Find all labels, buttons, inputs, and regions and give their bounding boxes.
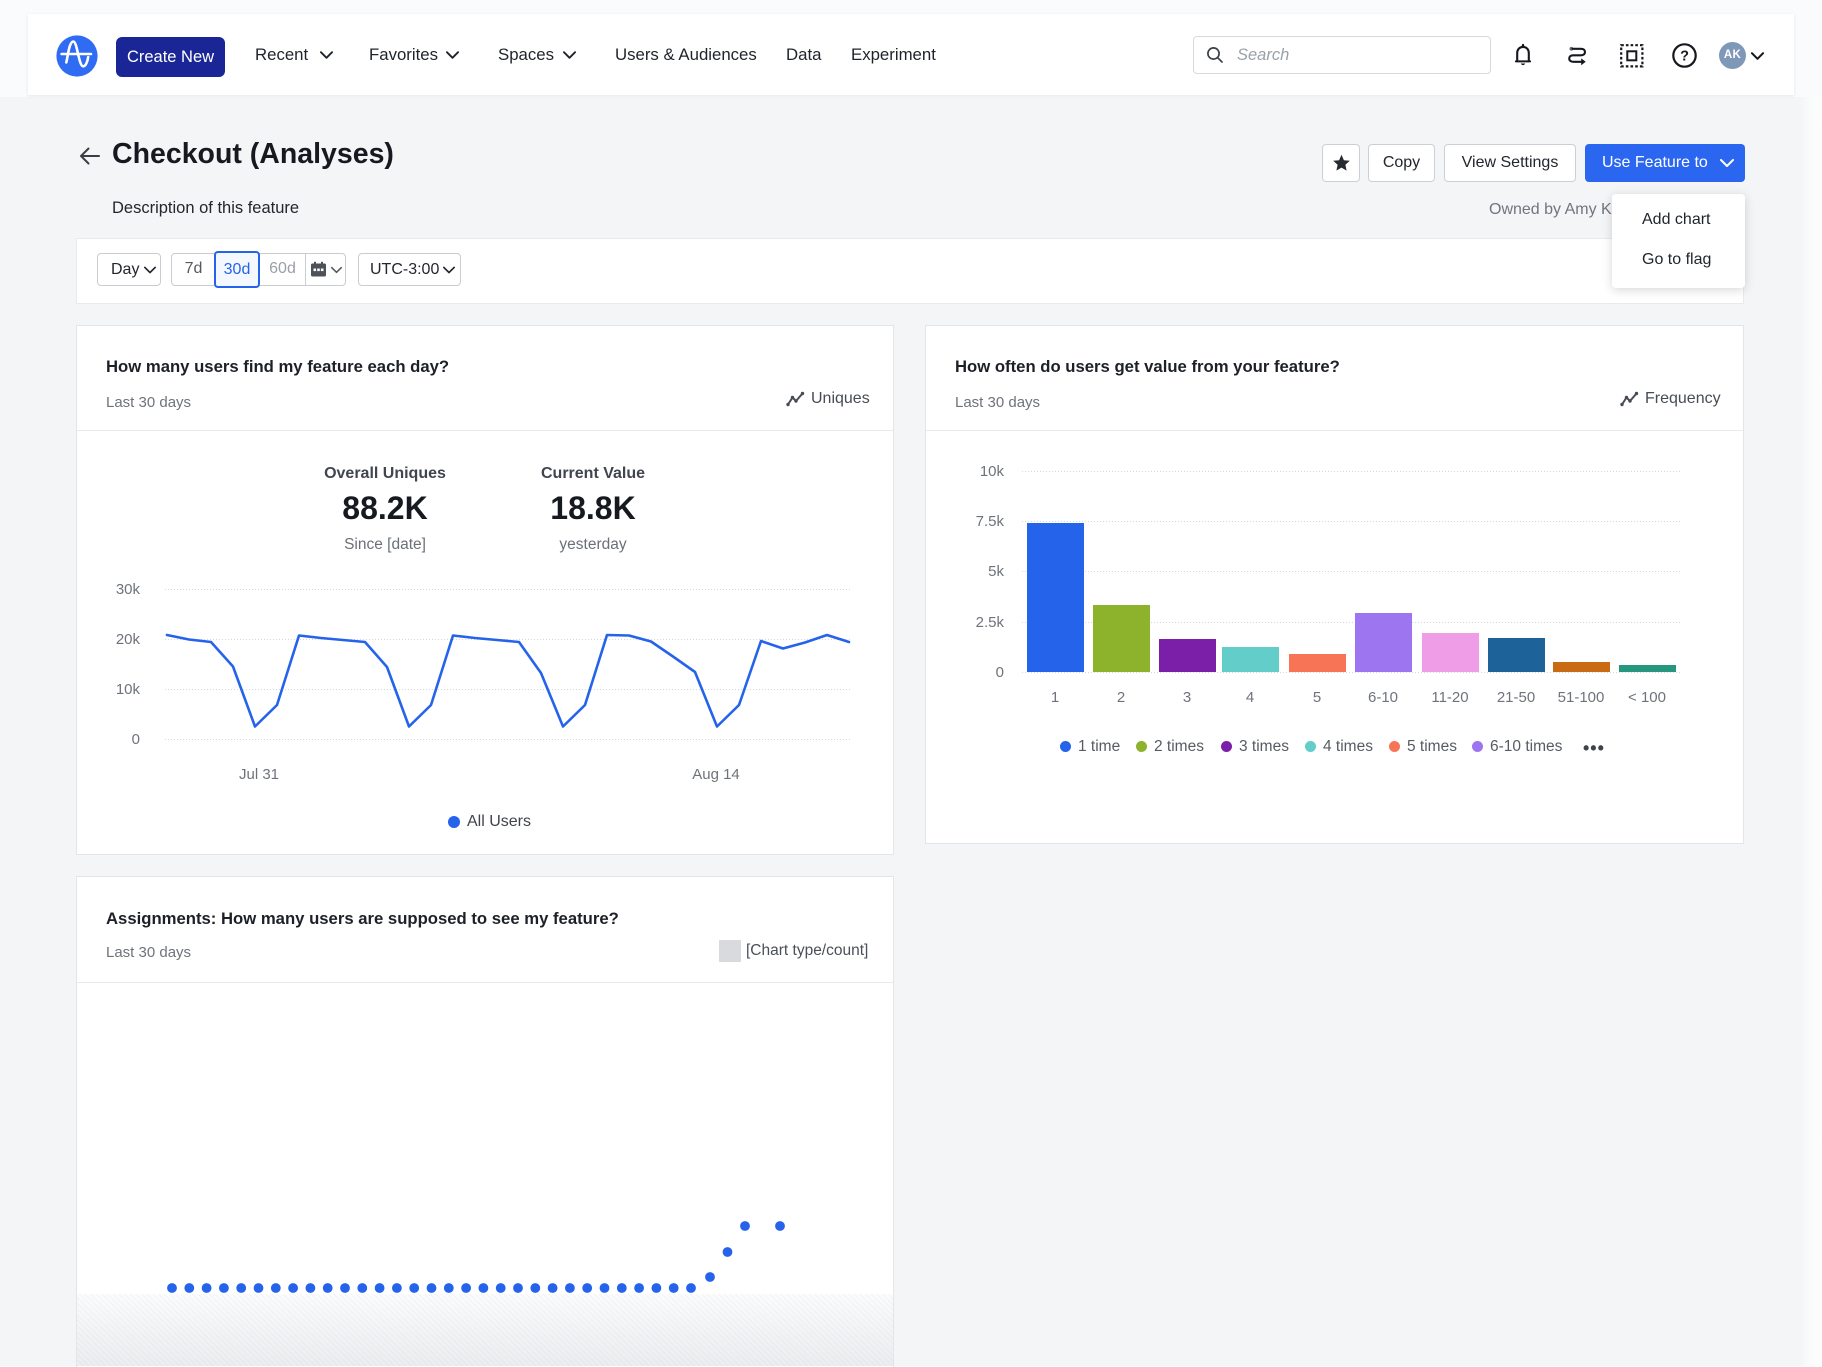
- svg-text:?: ?: [1680, 49, 1689, 65]
